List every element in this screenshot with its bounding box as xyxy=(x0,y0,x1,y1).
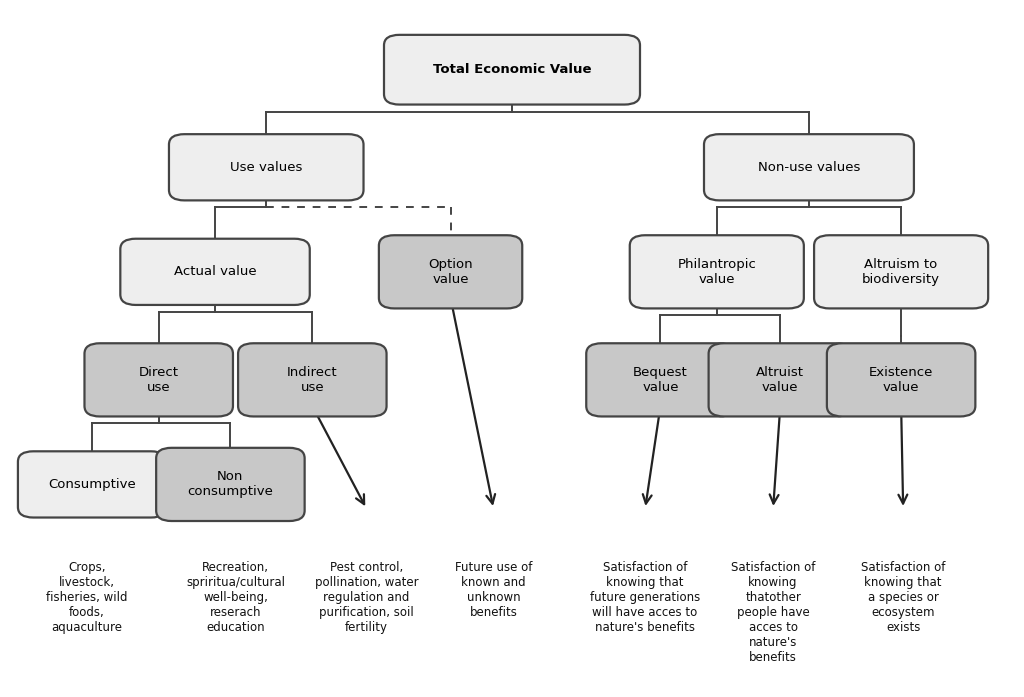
FancyBboxPatch shape xyxy=(814,236,988,308)
Text: Pest control,
pollination, water
regulation and
purification, soil
fertility: Pest control, pollination, water regulat… xyxy=(314,561,419,634)
FancyBboxPatch shape xyxy=(121,238,309,305)
Text: Non
consumptive: Non consumptive xyxy=(187,470,273,498)
FancyBboxPatch shape xyxy=(709,343,852,416)
FancyBboxPatch shape xyxy=(384,35,640,105)
Text: Future use of
known and
unknown
benefits: Future use of known and unknown benefits xyxy=(455,561,532,619)
FancyBboxPatch shape xyxy=(586,343,735,416)
Text: Crops,
livestock,
fisheries, wild
foods,
aquaculture: Crops, livestock, fisheries, wild foods,… xyxy=(46,561,128,634)
FancyBboxPatch shape xyxy=(17,452,166,517)
Text: Altruism to
biodiversity: Altruism to biodiversity xyxy=(862,258,940,286)
Text: Satisfaction of
knowing that
future generations
will have acces to
nature's bene: Satisfaction of knowing that future gene… xyxy=(590,561,700,634)
Text: Recreation,
spriritua/cultural
well-being,
reserach
education: Recreation, spriritua/cultural well-bein… xyxy=(186,561,285,634)
Text: Non-use values: Non-use values xyxy=(758,161,860,174)
Text: Use values: Use values xyxy=(230,161,302,174)
FancyBboxPatch shape xyxy=(84,343,233,416)
Text: Indirect
use: Indirect use xyxy=(287,366,338,394)
Text: Philantropic
value: Philantropic value xyxy=(677,258,757,286)
Text: Bequest
value: Bequest value xyxy=(633,366,688,394)
Text: Existence
value: Existence value xyxy=(869,366,933,394)
Text: Direct
use: Direct use xyxy=(138,366,179,394)
FancyBboxPatch shape xyxy=(705,134,913,201)
Text: Option
value: Option value xyxy=(428,258,473,286)
Text: Total Economic Value: Total Economic Value xyxy=(433,63,591,76)
FancyBboxPatch shape xyxy=(157,448,305,521)
Text: Consumptive: Consumptive xyxy=(48,478,136,491)
Text: Actual value: Actual value xyxy=(174,266,256,278)
FancyBboxPatch shape xyxy=(379,236,522,308)
FancyBboxPatch shape xyxy=(169,134,364,201)
Text: Satisfaction of
knowing that
a species or
ecosystem
exists: Satisfaction of knowing that a species o… xyxy=(861,561,945,634)
Text: Satisfaction of
knowing
thatother
people have
acces to
nature's
benefits: Satisfaction of knowing thatother people… xyxy=(731,561,815,664)
FancyBboxPatch shape xyxy=(630,236,804,308)
FancyBboxPatch shape xyxy=(238,343,387,416)
FancyBboxPatch shape xyxy=(827,343,975,416)
Text: Altruist
value: Altruist value xyxy=(757,366,804,394)
